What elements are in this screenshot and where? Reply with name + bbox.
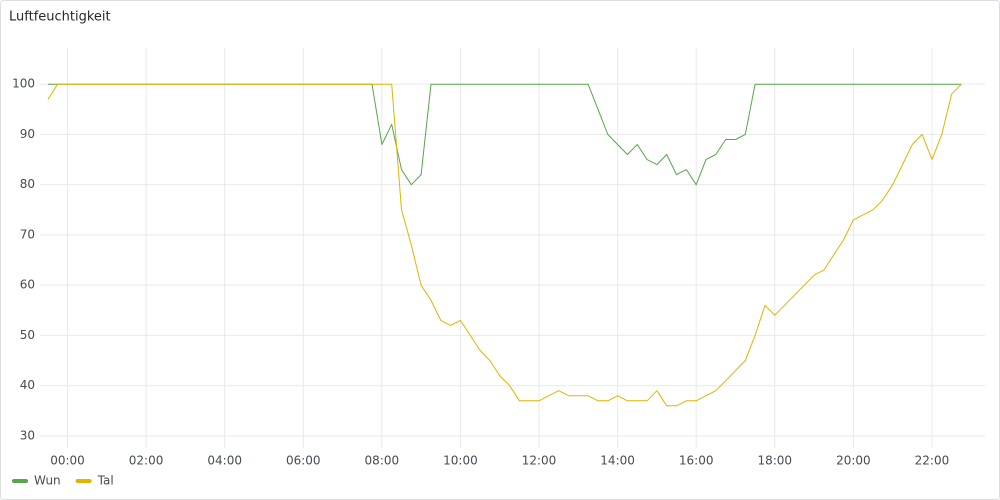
y-tick-label: 60 <box>20 278 35 292</box>
x-tick-label: 04:00 <box>207 454 242 468</box>
x-tick-label: 00:00 <box>50 454 85 468</box>
x-tick-label: 20:00 <box>836 454 871 468</box>
legend-label[interactable]: Wun <box>34 474 61 488</box>
x-tick-label: 02:00 <box>129 454 164 468</box>
x-tick-label: 06:00 <box>286 454 321 468</box>
x-tick-label: 18:00 <box>757 454 792 468</box>
x-tick-label: 08:00 <box>365 454 400 468</box>
y-tick-label: 30 <box>20 428 35 442</box>
x-tick-label: 22:00 <box>915 454 950 468</box>
y-tick-label: 50 <box>20 328 35 342</box>
y-tick-label: 70 <box>20 227 35 241</box>
y-tick-label: 90 <box>20 127 35 141</box>
x-tick-label: 10:00 <box>443 454 478 468</box>
panel-title: Luftfeuchtigkeit <box>9 10 111 25</box>
legend-label[interactable]: Tal <box>97 474 114 488</box>
x-tick-label: 12:00 <box>522 454 557 468</box>
series-line <box>47 83 962 407</box>
y-tick-label: 80 <box>20 177 35 191</box>
x-tick-label: 16:00 <box>679 454 714 468</box>
x-tick-label: 14:00 <box>600 454 635 468</box>
y-tick-label: 100 <box>12 77 35 91</box>
y-tick-label: 40 <box>20 378 35 392</box>
